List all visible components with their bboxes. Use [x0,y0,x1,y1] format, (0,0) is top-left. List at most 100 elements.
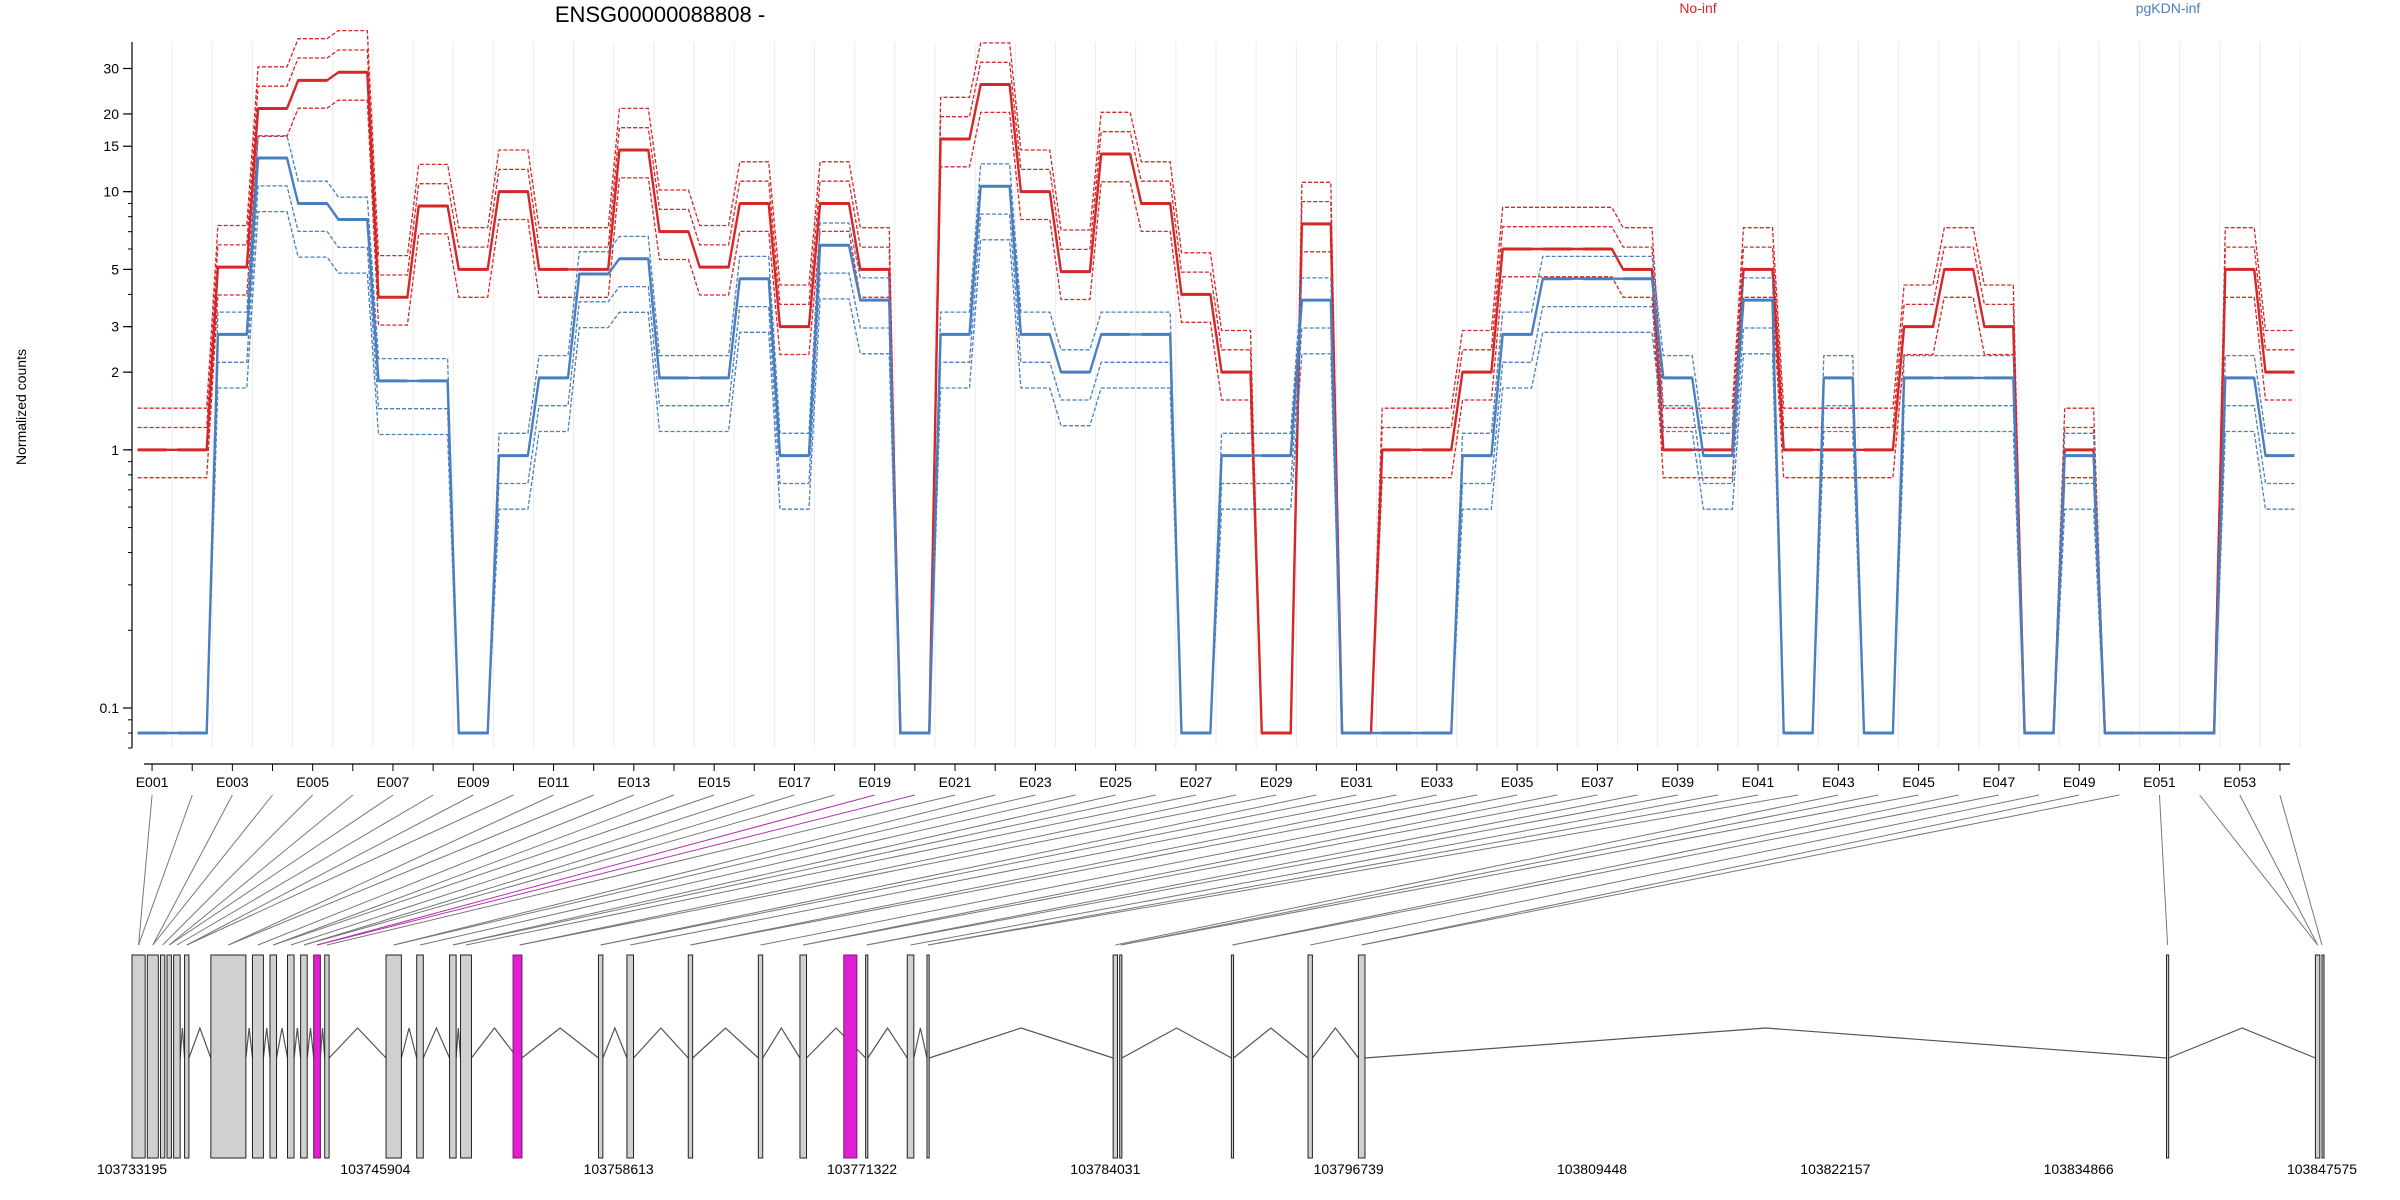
intron-line [602,1026,628,1059]
exon-label: E001 [136,774,169,790]
legend-entry-no-inf: No-inf [1679,0,1716,16]
gene-model [131,954,2325,1159]
exon-label: E033 [1420,774,1453,790]
exon-connector [326,794,956,946]
exon-block [906,954,915,1159]
exon-connector [393,794,996,946]
exon-connector [152,794,233,946]
exon-block [597,954,604,1159]
exon-block [166,954,172,1159]
exon-block [1307,954,1313,1159]
exon-block [757,954,764,1159]
exon-label: E003 [216,774,249,790]
exon-block [2166,954,2170,1159]
exon-label: E047 [1983,774,2016,790]
exon-connector [1120,794,1919,946]
exon-block [184,954,190,1159]
replicate-line [137,135,2295,734]
exon-connector [803,794,1598,946]
exon-connector [452,794,1156,946]
exon-label: E013 [618,774,651,790]
coordinate-labels: 103733195 103745904 103758613 103771322 1037… [97,1161,2357,1177]
intron-line [1233,1027,1309,1059]
coordinate-label: 103822157 [1800,1161,1870,1177]
exon-label: E021 [939,774,972,790]
exon-connector [228,794,594,946]
exon-block [416,954,424,1159]
exon-label: E017 [778,774,811,790]
exon-block [210,954,247,1159]
coordinate-label: 103796739 [1314,1161,1384,1177]
y-tick-label: 2 [111,364,119,380]
intron-line [179,1027,186,1059]
exon-block [926,954,930,1159]
exon-block [324,954,330,1159]
intron-line [521,1027,599,1059]
intron-line [1311,1027,1359,1059]
exon-connector [186,794,514,946]
exon-block [146,954,159,1159]
exon-block [687,954,694,1159]
exon-connector [630,794,1397,946]
exon-label: E027 [1180,774,1213,790]
exon-block [626,954,635,1159]
exon-connector [2158,794,2169,946]
exon-label: E023 [1019,774,1052,790]
intron-line [692,1027,759,1059]
axes: 0.1 1 2 3 5 10 15 20 30 [100,42,2290,765]
exon-connector [600,794,1357,946]
intron-line [306,1027,315,1059]
exon-connector [290,794,755,946]
exon-connector [152,794,273,946]
exon-connector [2239,794,2319,946]
exon-block [2314,954,2321,1159]
exon-connector [257,794,635,946]
exon-connector [452,794,1116,946]
highlighted-exon-block [313,954,321,1159]
exon-label: E041 [1742,774,1775,790]
exon-label: E015 [698,774,731,790]
chart-title: ENSG00000088808 - [555,2,765,27]
replicate-line [137,29,2295,734]
intron-line [245,1027,254,1059]
highlighted-exon-block [512,954,523,1159]
replicate-line [137,99,2295,734]
exon-connector [316,794,875,946]
exon-connector [927,794,1759,946]
exon-connector [1232,794,1959,946]
intron-line [455,1027,462,1059]
series-layer [137,29,2295,735]
intron-line [188,1026,212,1059]
exon-connector [393,794,1036,946]
replicate-line [137,49,2295,734]
coordinate-label: 103834866 [2044,1161,2114,1177]
intron-line [400,1027,418,1059]
exon-label: E039 [1661,774,1694,790]
exon-connector [465,794,1197,946]
exon-connector [1310,794,2040,946]
exon-connector [419,794,1076,946]
exon-connector [600,794,1317,946]
exon-connector [1232,794,1999,946]
exon-block [1230,954,1235,1159]
exon-connector [186,794,474,946]
exon-block [449,954,457,1159]
y-tick-label: 5 [111,261,119,277]
exon-block [460,954,472,1159]
exon-connector [316,794,916,946]
exon-label: E053 [2223,774,2256,790]
y-tick-label: 3 [111,319,119,335]
intron-line [1364,1027,2167,1059]
exon-block [251,954,264,1159]
exon-label: E031 [1340,774,1373,790]
y-tick-label: 0.1 [100,700,120,716]
exon-connector [303,794,835,946]
coordinate-label: 103771322 [827,1161,897,1177]
exon-block [1112,954,1118,1159]
exon-connector [1361,794,2120,946]
intron-line [319,1027,326,1059]
exon-connector [927,794,1799,946]
exon-labels: E001 E003 E005 E007 E009 E011 E013 E015 E017 E019… [136,764,2281,790]
intron-line [867,1026,908,1059]
